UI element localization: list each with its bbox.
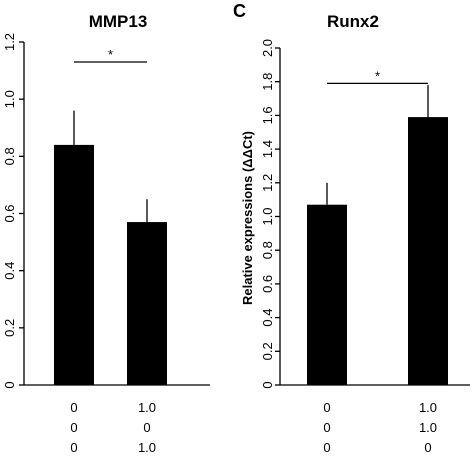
condition-label: 0 [70, 400, 77, 415]
y-tick-label: 1.0 [260, 207, 275, 225]
y-tick-label: 1.2 [260, 174, 275, 192]
y-tick-label: 0.2 [2, 319, 17, 337]
condition-label: 1.0 [138, 440, 156, 455]
significance-runx2: * [327, 68, 428, 85]
panel-runx2: C Runx2 Relative expressions (ΔΔCt) 0 0.2… [233, 1, 470, 455]
y-tick-label: 2.0 [260, 39, 275, 57]
significance-marker: * [375, 68, 380, 83]
y-tick-label: 1.4 [260, 140, 275, 158]
y-tick-label: 0.6 [260, 275, 275, 293]
y-tick-label: 0.8 [260, 241, 275, 259]
y-axis-label-runx2: Relative expressions (ΔΔCt) [240, 131, 255, 305]
condition-label: 0 [70, 440, 77, 455]
panel-letter: C [233, 1, 246, 21]
chart-title-mmp13: MMP13 [89, 12, 148, 31]
chart-title-runx2: Runx2 [327, 12, 379, 31]
y-tick-label: 0.2 [260, 342, 275, 360]
y-tick-label: 0.8 [2, 147, 17, 165]
panel-mmp13: MMP13 0 0.2 0.4 0.6 0.8 1.0 1.2 * 0 1.0 0 0 0 1.0 [2, 12, 210, 455]
bar [127, 222, 167, 385]
y-tick-label: 0 [260, 381, 275, 388]
bar [408, 117, 448, 386]
bar [307, 204, 347, 385]
condition-label: 1.0 [419, 400, 437, 415]
y-tick-label: 1.0 [2, 90, 17, 108]
condition-label: 0 [143, 420, 150, 435]
condition-labels-runx2: 0 1.0 0 1.0 0 0 [323, 400, 437, 455]
significance-mmp13: * [74, 47, 147, 63]
y-tick-label: 0.4 [260, 309, 275, 327]
condition-label: 0 [70, 420, 77, 435]
y-tick-label: 0.6 [2, 204, 17, 222]
bar [54, 144, 94, 385]
bars-runx2 [307, 85, 448, 386]
y-ticks-mmp13: 0 0.2 0.4 0.6 0.8 1.0 1.2 [2, 33, 24, 389]
condition-label: 0 [323, 420, 330, 435]
condition-label: 1.0 [419, 420, 437, 435]
y-tick-label: 1.8 [260, 73, 275, 91]
y-tick-label: 0 [2, 381, 17, 388]
y-tick-label: 1.2 [2, 33, 17, 51]
condition-label: 0 [323, 400, 330, 415]
y-tick-label: 0.4 [2, 262, 17, 280]
bars-mmp13 [54, 110, 167, 385]
y-tick-label: 1.6 [260, 106, 275, 124]
condition-labels-mmp13: 0 1.0 0 0 0 1.0 [70, 400, 156, 455]
y-ticks-runx2: 0 0.2 0.4 0.6 0.8 1.0 1.2 1.4 1.6 1.8 2.0 [260, 39, 280, 389]
condition-label: 0 [323, 440, 330, 455]
condition-label: 1.0 [138, 400, 156, 415]
significance-marker: * [108, 47, 113, 62]
condition-label: 0 [424, 440, 431, 455]
